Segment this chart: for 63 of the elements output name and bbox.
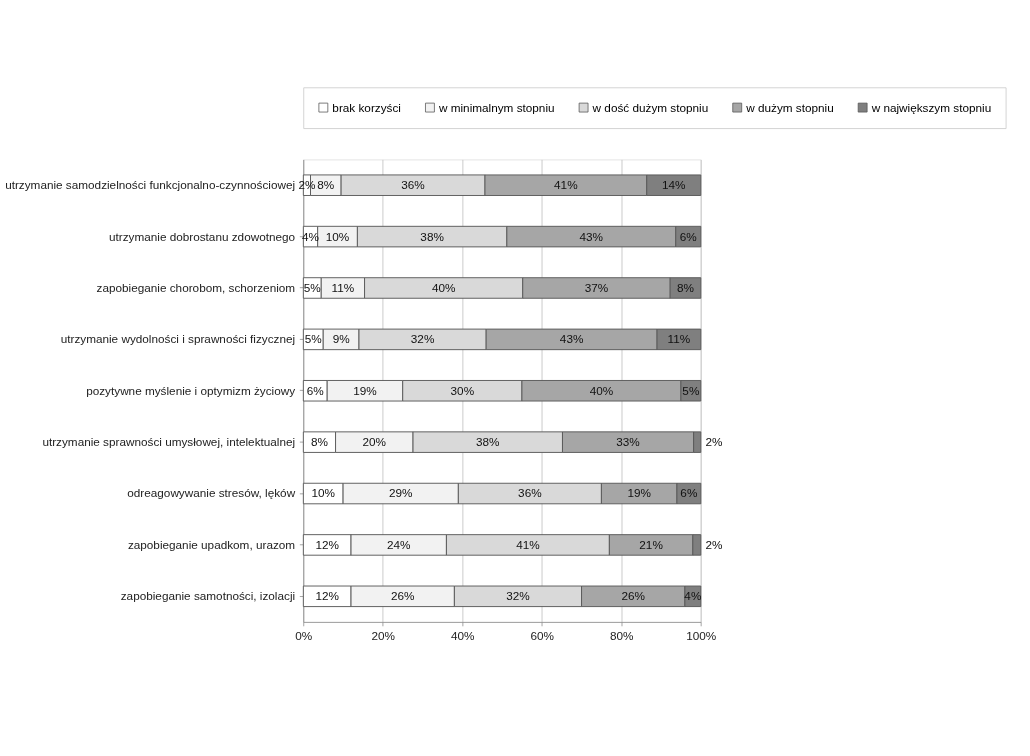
data-label: 43% <box>559 332 584 346</box>
data-label: 24% <box>386 537 412 551</box>
y-tick-label: utrzymanie sprawności umysłowej, intelektualnej <box>42 435 296 449</box>
y-tick-label: utrzymanie samodzielności funkcjonalno-czynnościowej <box>5 178 296 192</box>
data-label: 21% <box>639 537 664 551</box>
legend-label: w dużym stopniu <box>745 100 834 114</box>
x-tick-label: 20% <box>371 629 396 643</box>
data-label: 26% <box>621 589 646 603</box>
data-label: 8% <box>317 178 335 192</box>
data-label: 20% <box>362 435 387 449</box>
data-label: 38% <box>420 229 445 243</box>
data-label: 8% <box>310 435 329 449</box>
x-tick-label: 40% <box>450 629 476 643</box>
data-label: 26% <box>390 589 416 603</box>
data-label: 43% <box>579 229 604 243</box>
data-label: 11% <box>331 280 355 294</box>
legend-label: brak korzyści <box>332 100 401 114</box>
data-label: 38% <box>475 435 501 449</box>
data-label: 40% <box>431 280 456 294</box>
data-label: 6% <box>679 229 698 243</box>
data-label: 12% <box>315 589 340 603</box>
data-label: 29% <box>388 486 414 500</box>
data-label: 4% <box>684 589 702 603</box>
data-label: 32% <box>410 332 435 346</box>
legend-label: w minimalnym stopniu <box>437 100 555 114</box>
data-label: 2% <box>705 537 724 551</box>
data-label: 19% <box>353 383 378 397</box>
y-tick-label: zapobieganie chorobom, schorzeniom <box>96 280 296 294</box>
data-label: 37% <box>584 280 609 294</box>
x-tick-label: 80% <box>609 629 634 643</box>
data-label: 2% <box>705 435 724 449</box>
data-label: 40% <box>589 383 614 397</box>
data-label: 30% <box>450 383 475 397</box>
y-tick-label: odreagowywanie stresów, lęków <box>127 486 296 500</box>
data-label: 8% <box>676 280 695 294</box>
x-tick-label: 60% <box>530 629 555 643</box>
y-tick-label: utrzymanie dobrostanu zdowotnego <box>108 229 296 243</box>
y-tick-label: utrzymanie wydolności i sprawności fizycznej <box>60 332 296 346</box>
legend-label: w największym stopniu <box>870 100 992 114</box>
data-label: 36% <box>401 178 426 192</box>
data-label: 10% <box>325 229 350 243</box>
data-label: 36% <box>518 486 543 500</box>
data-label: 9% <box>332 332 351 346</box>
data-label: 5% <box>303 280 322 294</box>
x-tick-label: 0% <box>295 629 313 643</box>
data-label: 32% <box>506 589 531 603</box>
data-label: 11% <box>667 332 691 346</box>
data-label: 5% <box>682 383 700 397</box>
y-tick-label: zapobieganie samotności, izolacji <box>120 589 296 603</box>
data-label: 41% <box>516 537 541 551</box>
data-label: 6% <box>680 486 698 500</box>
data-label: 5% <box>304 332 323 346</box>
data-label: 19% <box>627 486 652 500</box>
data-label: 10% <box>311 486 336 500</box>
data-label: 12% <box>315 537 340 551</box>
x-tick-label: 100% <box>686 629 717 643</box>
legend-label: w dość dużym stopniu <box>591 100 709 114</box>
data-label: 6% <box>306 383 325 397</box>
data-label: 41% <box>554 178 579 192</box>
y-tick-label: pozytywne myślenie i optymizm życiowy <box>86 383 296 397</box>
y-tick-label: zapobieganie upadkom, urazom <box>127 537 296 551</box>
data-label: 33% <box>616 435 641 449</box>
data-label: 14% <box>661 178 687 192</box>
